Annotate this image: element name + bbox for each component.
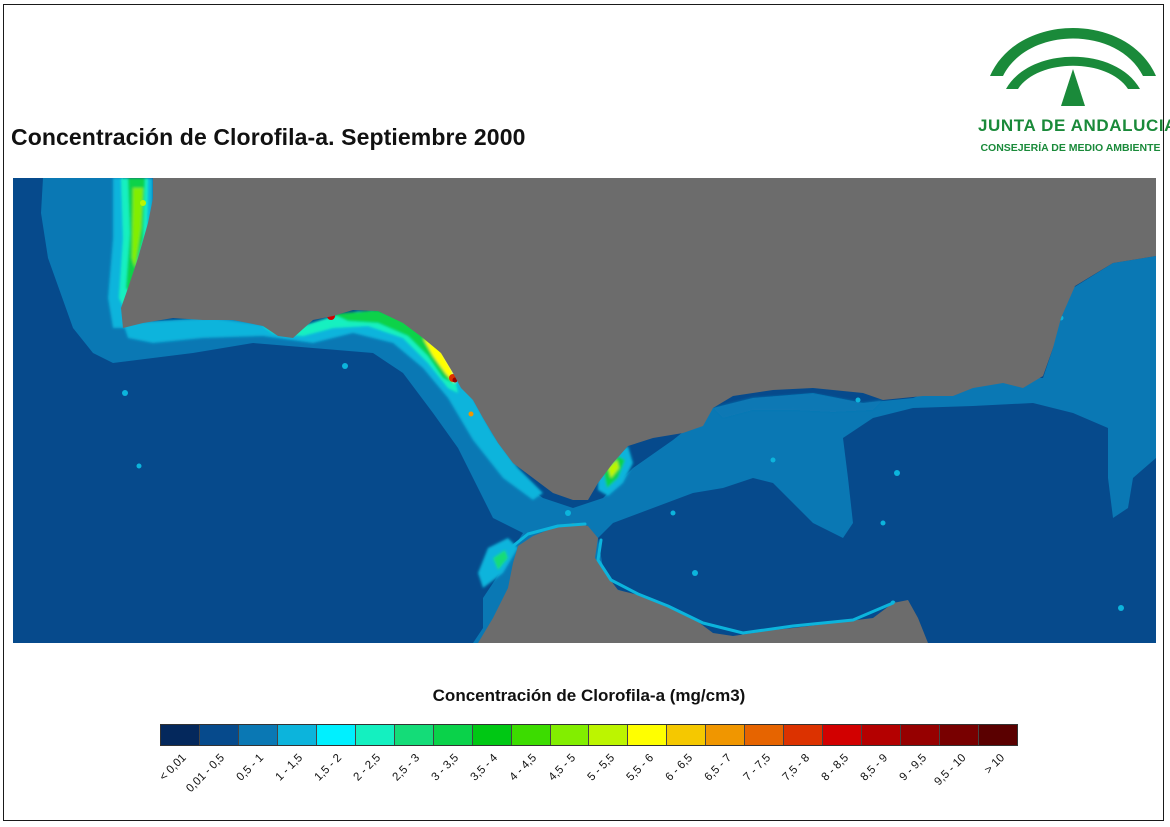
legend-label: 8,5 - 9: [858, 752, 890, 784]
legend-swatch: [433, 725, 473, 745]
legend-swatch: [589, 725, 629, 745]
legend-label: 3 - 3,5: [429, 752, 461, 784]
legend-color-bar: [160, 724, 1018, 746]
legend-label: < 0,01: [156, 752, 189, 784]
legend-swatch: [706, 725, 746, 745]
patch: [1118, 605, 1124, 611]
legend-swatch: [979, 725, 1017, 745]
patch: [770, 457, 776, 463]
atlantic-coastal-band: [108, 178, 543, 500]
legend-swatch: [628, 725, 668, 745]
legend-label: 1,5 - 2: [312, 752, 344, 784]
legend-label: 6 - 6,5: [663, 752, 695, 784]
patch: [670, 510, 676, 516]
legend-swatch: [901, 725, 941, 745]
land-iberia: [121, 178, 1156, 500]
legend-label: 4,5 - 5: [546, 752, 578, 784]
logo-department: CONSEJERÍA DE MEDIO AMBIENTE: [980, 142, 1161, 154]
legend-swatch: [394, 725, 434, 745]
legend-label: 9,5 - 10: [931, 752, 968, 789]
legend-swatch: [472, 725, 512, 745]
legend-label: 0,5 - 1: [234, 752, 266, 784]
logo-emblem-icon: [990, 28, 1156, 106]
patch: [136, 463, 142, 469]
legend-label: 3,5 - 4: [468, 752, 500, 784]
strait-coastal-band: [478, 394, 883, 588]
legend-swatch: [745, 725, 785, 745]
legend-label: 1 - 1,5: [273, 752, 305, 784]
page-title: Concentración de Clorofila-a. Septiembre…: [11, 124, 526, 150]
hotspot: [140, 200, 146, 206]
hotspot: [468, 411, 474, 417]
legend-swatch: [238, 725, 278, 745]
patch: [692, 570, 698, 576]
legend-swatch: [277, 725, 317, 745]
legend-swatch: [940, 725, 980, 745]
legend-label: 5 - 5,5: [585, 752, 617, 784]
patch: [894, 470, 900, 476]
legend-label: 7,5 - 8: [780, 752, 812, 784]
legend-swatch: [784, 725, 824, 745]
legend-label: 8 - 8,5: [819, 752, 851, 784]
legend-label: 2,5 - 3: [390, 752, 422, 784]
legend-label: 2 - 2,5: [351, 752, 383, 784]
legend-title: Concentración de Clorofila-a (mg/cm3): [432, 686, 746, 705]
legend-label: 7 - 7,5: [741, 752, 773, 784]
legend-swatch: [316, 725, 356, 745]
legend-label: > 10: [982, 752, 1007, 777]
legend-swatch: [667, 725, 707, 745]
legend-swatch: [199, 725, 239, 745]
land-north-africa: [478, 523, 928, 643]
chlorophyll-map: [13, 178, 1156, 643]
legend-label: 5,5 - 6: [624, 752, 656, 784]
africa-coastal-band: [511, 522, 895, 635]
legend-label: 6,5 - 7: [702, 752, 734, 784]
logo-name: JUNTA DE ANDALUCIA: [978, 116, 1170, 135]
legend-swatch: [511, 725, 551, 745]
junta-de-andalucia-logo: JUNTA DE ANDALUCIA CONSEJERÍA DE MEDIO A…: [978, 14, 1170, 164]
patch: [855, 397, 861, 403]
legend-swatch: [823, 725, 863, 745]
legend-swatch: [862, 725, 902, 745]
legend-swatch: [161, 725, 200, 745]
patch: [880, 520, 886, 526]
patch: [122, 390, 128, 396]
patch: [342, 363, 348, 369]
legend-label: 0,01 - 0,5: [183, 752, 227, 795]
patch: [565, 510, 571, 516]
legend-label: 4 - 4,5: [507, 752, 539, 784]
legend-swatch: [550, 725, 590, 745]
legend-swatch: [355, 725, 395, 745]
legend-label: 9 - 9,5: [897, 752, 929, 784]
